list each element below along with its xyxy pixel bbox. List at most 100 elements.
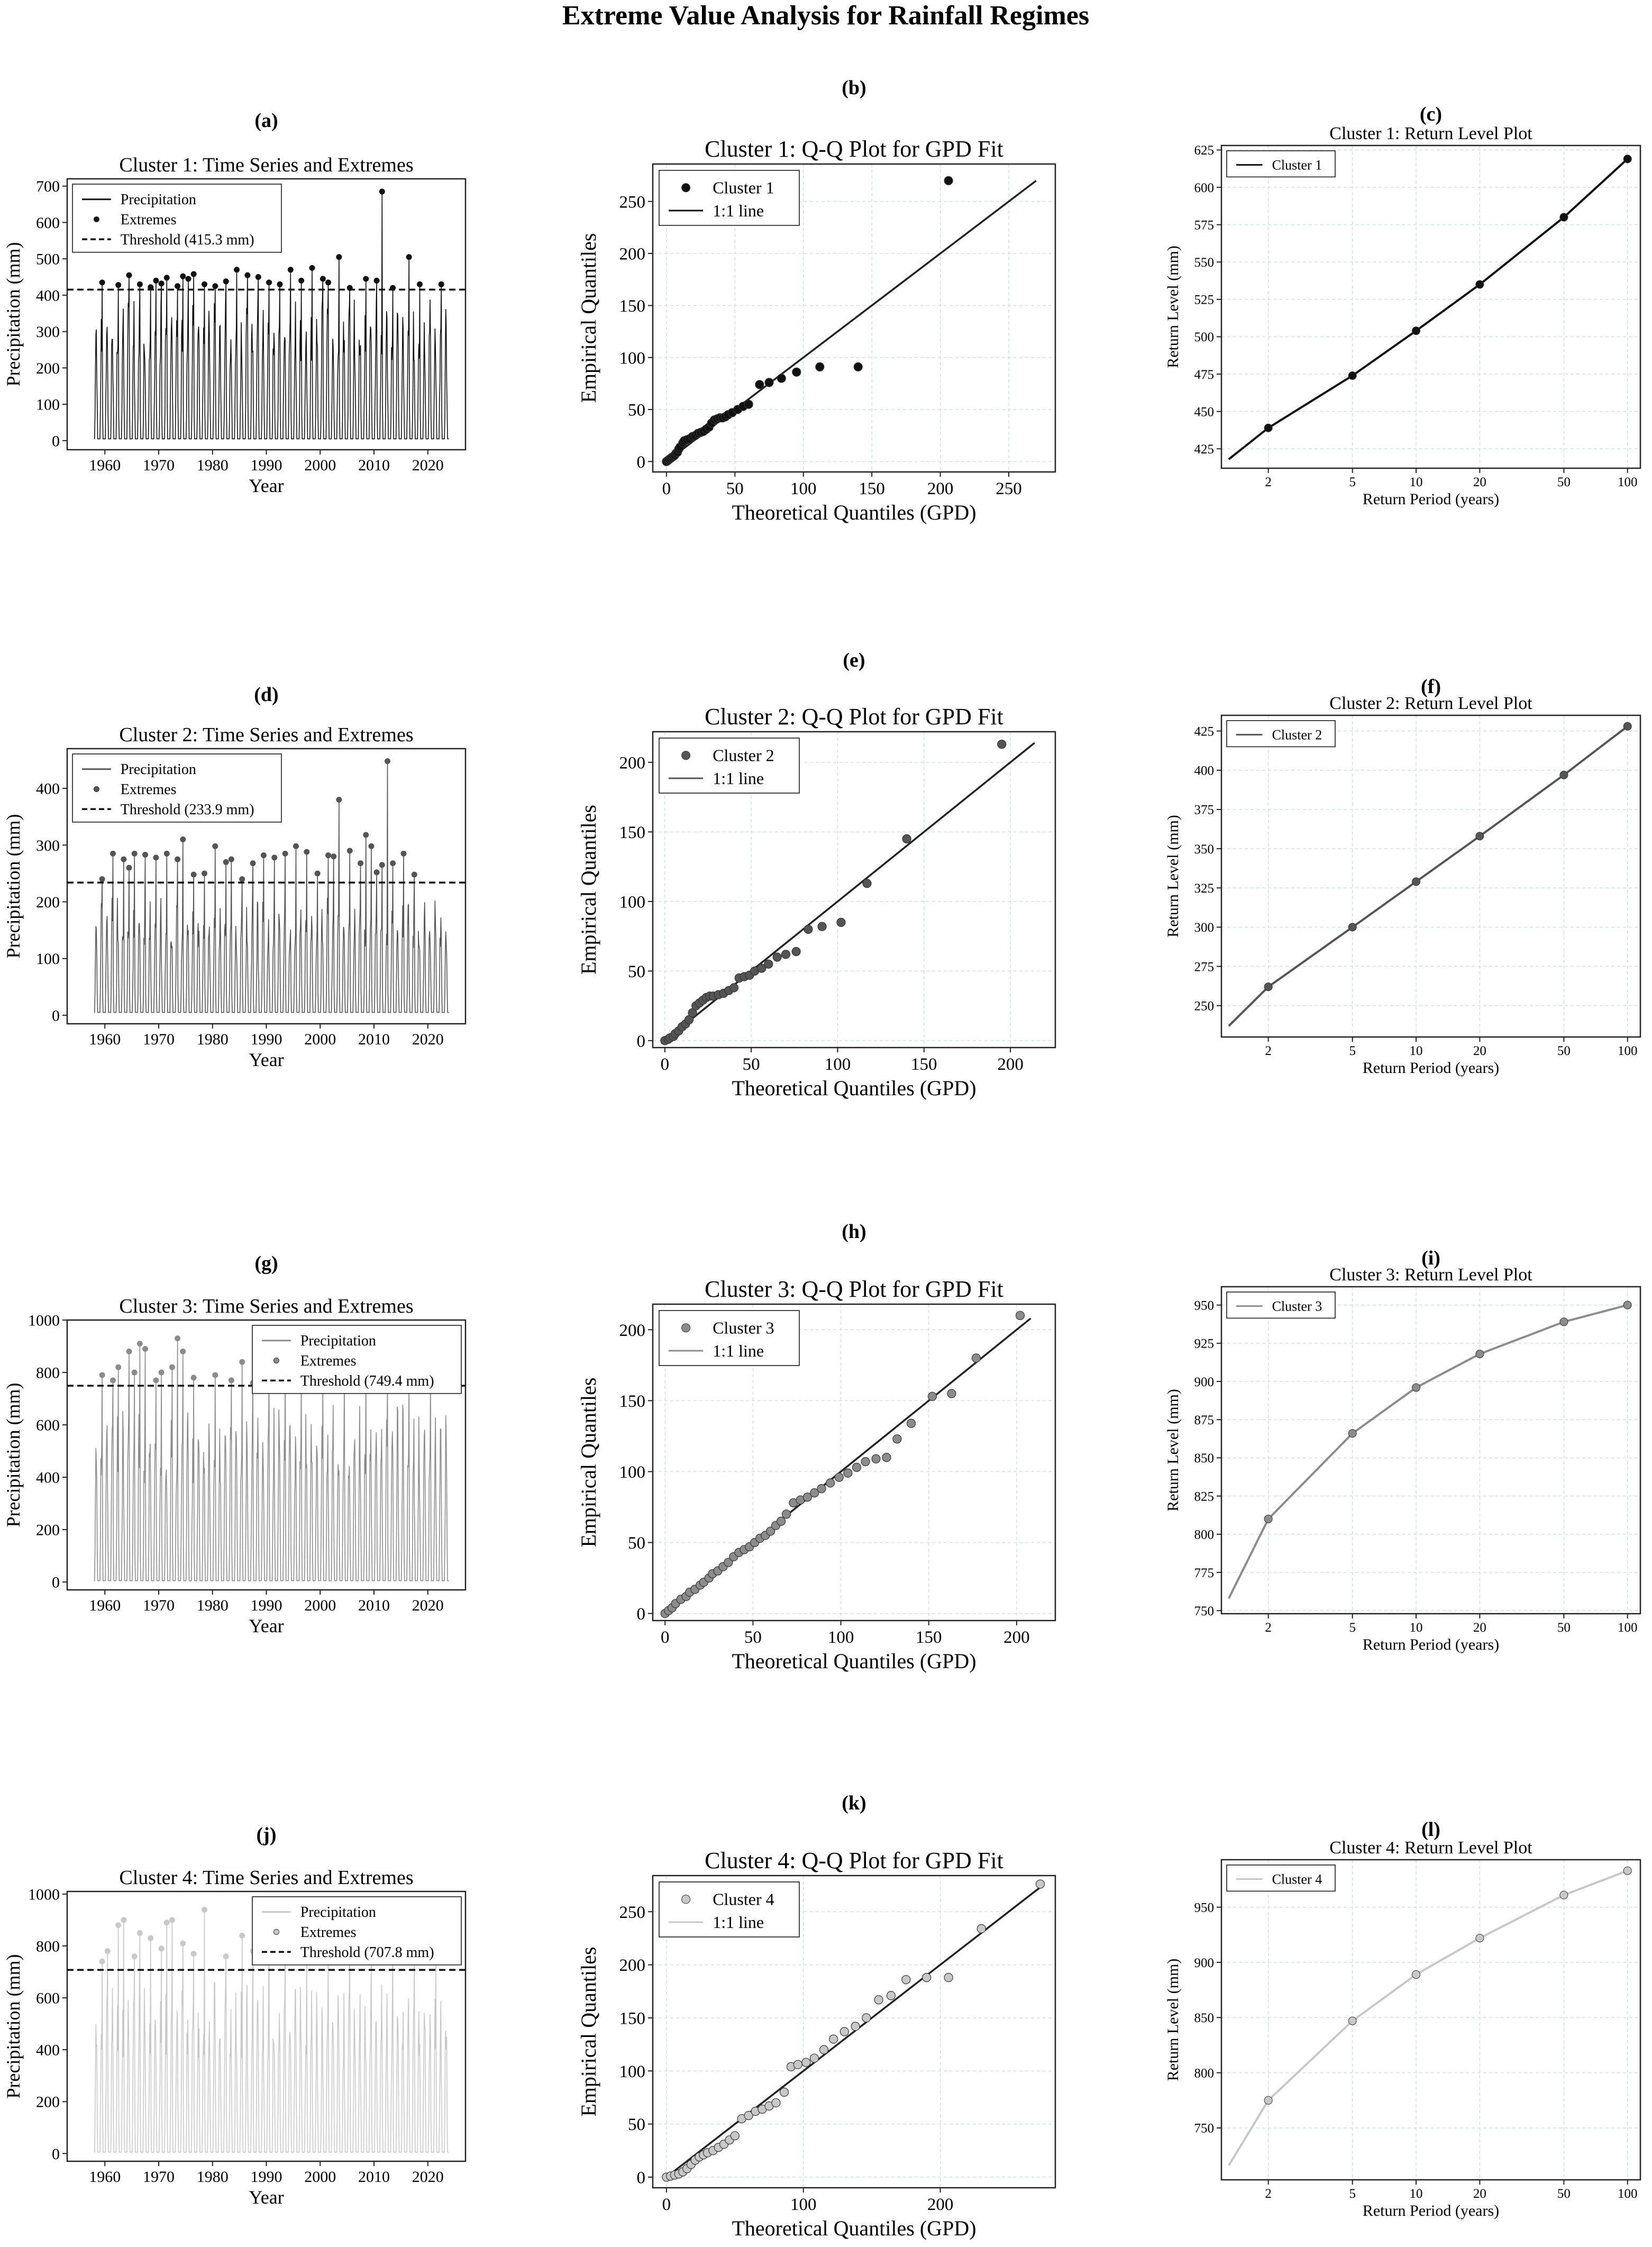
y-tick-label: 250: [1194, 999, 1215, 1013]
extreme-point: [390, 860, 396, 867]
y-tick-label: 500: [1194, 330, 1215, 344]
qq-point: [886, 1991, 896, 2000]
legend-marker-swatch: [273, 1929, 279, 1935]
extreme-point: [314, 870, 321, 877]
y-tick-label: 400: [1194, 764, 1215, 778]
extreme-point: [190, 271, 197, 277]
extreme-point: [266, 279, 272, 286]
y-tick-label: 0: [637, 2168, 646, 2187]
x-tick-label: 20: [1473, 1621, 1486, 1635]
extreme-point: [325, 852, 332, 859]
return-level-point: [1412, 326, 1421, 335]
extreme-point: [115, 1364, 122, 1370]
extreme-point: [212, 843, 218, 849]
qq-point: [834, 1472, 844, 1482]
qq-point: [757, 963, 766, 973]
x-tick-label: 2010: [358, 2168, 390, 2186]
y-tick-label: 950: [1194, 1298, 1215, 1313]
x-tick-label: 0: [661, 1628, 670, 1647]
extreme-point: [373, 277, 380, 284]
y-tick-label: 600: [1194, 181, 1215, 195]
plot-frame: [652, 163, 1056, 473]
qq-point: [764, 378, 774, 387]
x-tick-label: 10: [1410, 2187, 1423, 2201]
legend-box: [659, 738, 800, 794]
extreme-point: [336, 254, 342, 260]
return-level-point: [1348, 923, 1357, 932]
qq-point: [809, 2053, 819, 2063]
legend-label: Cluster 3: [713, 1318, 774, 1338]
y-axis-label: Precipitation (mm): [3, 1954, 24, 2099]
extreme-point: [121, 1917, 127, 1923]
panel-letter: (e): [843, 649, 865, 671]
panel-letter: (b): [842, 77, 866, 99]
extreme-point: [223, 1953, 229, 1960]
extreme-point: [142, 851, 149, 858]
legend-label: Threshold (707.8 mm): [300, 1944, 434, 1961]
one-to-one-line: [665, 1884, 1044, 2178]
x-axis-label: Return Period (years): [1363, 490, 1499, 508]
plot-frame: [1220, 1859, 1641, 2181]
y-tick-label: 100: [619, 1463, 646, 1482]
y-axis-label: Precipitation (mm): [3, 242, 24, 387]
x-tick-label: 5: [1349, 1621, 1356, 1635]
extreme-point: [163, 275, 170, 281]
extreme-point: [126, 865, 132, 871]
x-tick-label: 0: [662, 479, 671, 498]
extreme-point: [271, 854, 278, 861]
extreme-point: [201, 281, 207, 287]
x-tick-label: 1980: [197, 2168, 229, 2186]
legend-label: Cluster 2: [713, 746, 774, 765]
legend-marker-swatch: [93, 216, 99, 222]
return-level-line: [1228, 1870, 1628, 2166]
extreme-point: [148, 1935, 154, 1941]
x-tick-label: 100: [1618, 1621, 1638, 1635]
extreme-point: [239, 1359, 245, 1365]
legend-box: [1226, 1864, 1336, 1892]
x-tick-label: 150: [911, 1055, 937, 1074]
return-level-point: [1412, 1970, 1421, 1979]
extreme-point: [153, 277, 159, 284]
return-level-point: [1264, 1514, 1273, 1523]
qq-point: [906, 1418, 916, 1428]
return-level-point: [1475, 832, 1484, 841]
return-level-line: [1228, 725, 1628, 1027]
legend-marker-swatch: [681, 751, 691, 760]
qq-point: [901, 1975, 911, 1985]
y-tick-label: 800: [1194, 1528, 1215, 1542]
extreme-point: [250, 860, 256, 867]
qq-point: [927, 1391, 937, 1401]
plot-title: Cluster 4: Return Level Plot: [1329, 1838, 1532, 1858]
legend-label: Threshold (233.9 mm): [121, 802, 254, 818]
x-axis-label: Theoretical Quantiles (GPD): [732, 1076, 976, 1100]
extreme-point: [190, 1951, 197, 1957]
chart-panel: 1960 1970 1980 1990 2000 2010 2020 0 200 400 600 80…: [3, 1824, 467, 2208]
x-axis-label: Theoretical Quantiles (GPD): [732, 501, 976, 524]
x-tick-label: 1960: [89, 1031, 121, 1048]
qq-point: [815, 362, 825, 372]
panel-letter: (j): [257, 1824, 277, 1846]
extreme-point: [201, 1906, 207, 1913]
extreme-point: [320, 276, 326, 282]
extreme-point: [373, 869, 380, 876]
panel-letter: (k): [842, 1792, 866, 1814]
x-axis-label: Theoretical Quantiles (GPD): [732, 1649, 976, 1673]
legend-marker-swatch: [681, 1323, 691, 1333]
y-tick-label: 100: [36, 950, 60, 968]
y-tick-label: 200: [619, 1321, 646, 1340]
x-tick-label: 1970: [143, 1597, 175, 1614]
y-tick-label: 0: [637, 1032, 646, 1051]
return-level-point: [1623, 1300, 1632, 1309]
chart-panel: 2 5 10 20 50 100 425 450 475 500 525 550 575 600 625 Cl…: [1164, 103, 1641, 508]
y-tick-label: 800: [36, 1364, 60, 1382]
x-tick-label: 10: [1410, 1621, 1423, 1635]
return-level-point: [1412, 1383, 1421, 1392]
x-tick-label: 20: [1473, 475, 1486, 489]
legend-label: Extremes: [300, 1353, 357, 1369]
x-tick-label: 1960: [89, 2168, 121, 2186]
qq-point: [781, 1509, 791, 1519]
y-tick-label: 425: [1194, 724, 1215, 739]
qq-point: [902, 834, 911, 844]
x-tick-label: 0: [662, 2195, 671, 2214]
y-tick-label: 450: [1194, 405, 1215, 419]
